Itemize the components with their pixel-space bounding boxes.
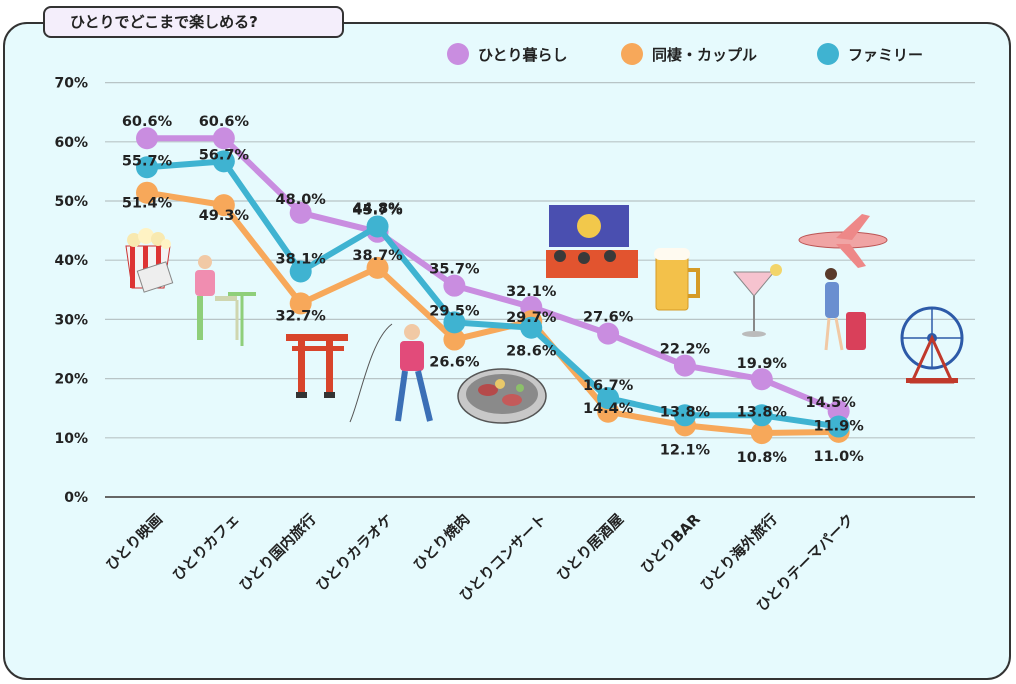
legend-label: ひとり暮らし [478,46,568,64]
data-labels: 60.6% 60.6% 48.0% 44.8% 35.7% 32.1% 27.6% 22.2%… [122,114,864,466]
x-category-label: ひとり海外旅行 [696,510,781,595]
data-point [212,194,235,217]
x-category-label: ひとり国内旅行 [235,510,320,595]
y-tick-label: 50% [54,194,88,210]
y-axis-ticks: 0% 10% 20% 30% 40% 50% 60% 70% [54,76,88,506]
y-tick-label: 40% [54,253,88,269]
x-category-label: ひとりカラオケ [313,511,396,594]
series-line [144,158,842,430]
grill-illustration [457,368,547,424]
cocktail-illustration [732,264,782,337]
y-tick-label: 30% [54,312,88,328]
legend: ひとり暮らし 同棲・カップル ファミリー [447,43,923,65]
y-tick-label: 20% [54,372,88,388]
legend-label: 同棲・カップル [652,46,757,64]
data-point [136,181,158,204]
data-point [750,404,773,427]
chart-panel [3,22,1011,680]
legend-marker [621,43,643,65]
data-label: 32.7% [276,308,327,324]
data-point [289,292,312,315]
data-label: 38.1% [276,251,327,267]
x-category-label: ひとり焼肉 [410,510,474,574]
data-label: 11.9% [813,419,864,435]
data-label: 19.9% [737,356,788,372]
data-point [827,400,850,423]
data-label: 13.8% [737,404,788,420]
data-label: 29.7% [506,310,557,326]
x-category-label: ひとりカフェ [169,511,242,584]
data-point [443,328,466,351]
y-tick-label: 60% [54,135,88,151]
traveler-illustration [824,268,866,351]
series-line [144,189,842,437]
data-point [673,354,696,377]
data-point [212,127,235,150]
data-point [443,274,466,297]
data-label: 45.7% [352,202,403,218]
data-point [750,422,773,445]
popcorn-illustration [125,228,174,293]
beer-illustration [654,248,700,311]
data-label: 60.6% [199,114,250,130]
data-point [750,368,773,391]
data-label: 60.6% [122,114,173,130]
data-point [212,150,235,173]
torii-illustration [286,334,348,398]
data-label: 51.4% [122,196,173,212]
y-tick-label: 70% [54,76,88,92]
data-point [827,415,850,438]
airplane-illustration [798,214,888,268]
y-tick-label: 0% [64,490,88,506]
data-label: 56.7% [199,147,250,163]
illustrations [125,205,964,424]
karaoke-illustration [349,323,433,423]
y-tick-label: 10% [54,431,88,447]
data-label: 13.8% [660,404,711,420]
data-label: 14.5% [805,395,856,411]
data-point [597,322,620,345]
data-label: 29.5% [429,303,480,319]
data-point [597,387,620,410]
data-label: 38.7% [352,248,403,264]
data-point [289,201,312,224]
series-line [144,135,842,415]
legend-marker [447,43,469,65]
data-label: 35.7% [429,262,480,278]
data-point [289,260,312,283]
chart-title: ひとりでどこまで楽しめる? [43,6,344,38]
data-label: 49.3% [199,208,250,224]
data-label: 10.8% [737,450,788,466]
data-label: 22.2% [660,342,711,358]
data-point [366,215,389,238]
data-point [136,127,158,150]
data-point [673,404,696,427]
data-point [520,316,543,339]
x-category-label: ひとりBAR [638,511,704,577]
data-point [136,156,158,179]
ferris-wheel-illustration [900,306,964,384]
x-category-label: ひとり映画 [103,511,166,574]
legend-marker [817,43,839,65]
data-point [443,311,466,334]
data-label: 55.7% [122,153,173,169]
data-point [366,256,389,279]
data-label: 48.0% [276,192,327,208]
series-lines [136,127,850,445]
data-label: 11.0% [813,449,864,465]
data-label: 12.1% [660,442,711,458]
data-label: 27.6% [583,310,634,326]
data-label: 44.8% [352,201,403,217]
data-label: 16.7% [583,378,634,394]
data-label: 28.6% [506,344,557,360]
x-category-label: ひとり居酒屋 [554,510,628,584]
cafe-illustration [195,255,256,346]
legend-label: ファミリー [848,46,923,64]
data-label: 14.4% [583,401,634,417]
data-label: 32.1% [506,284,557,300]
data-label: 26.6% [429,355,480,371]
concert-illustration [546,205,638,278]
